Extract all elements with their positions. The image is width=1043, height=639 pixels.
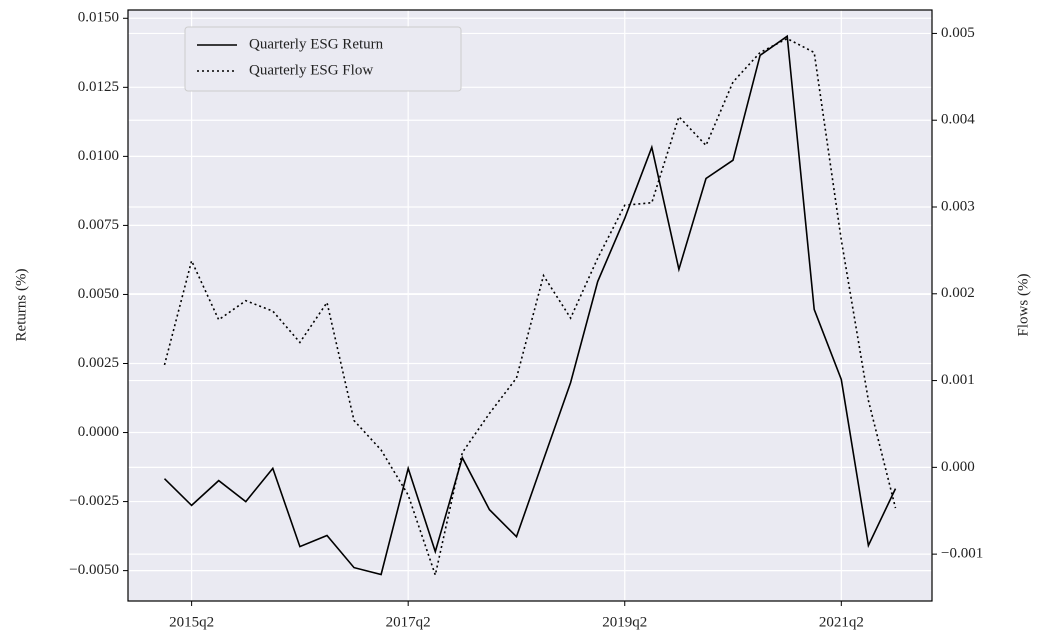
legend-label: Quarterly ESG Flow [249, 62, 373, 78]
y2-tick-label: 0.004 [941, 112, 975, 128]
series-line [163, 37, 897, 578]
x-tick-label: 2017q2 [386, 614, 431, 630]
y-tick-label: 0.0075 [78, 217, 119, 233]
y-tick-label: 0.0125 [78, 79, 119, 95]
y-tick-label: 0.0050 [78, 286, 119, 302]
legend-label: Quarterly ESG Return [249, 36, 384, 52]
plot-frame [127, 9, 933, 602]
y-tick-label: 0.0150 [78, 10, 119, 26]
x-tick-label: 2019q2 [602, 614, 647, 630]
y-tick-label: −0.0025 [69, 493, 119, 509]
y2-tick-label: −0.001 [941, 546, 983, 562]
y-tick-label: −0.0050 [69, 562, 119, 578]
y2-tick-label: 0.000 [941, 459, 975, 475]
plot-background [128, 10, 932, 601]
legend-box [184, 26, 462, 92]
y2-tick-label: 0.002 [941, 285, 975, 301]
y-axis-label: Returns (%) [13, 269, 29, 342]
x-tick-label: 2015q2 [169, 614, 214, 630]
y-tick-label: 0.0000 [78, 424, 119, 440]
y-tick-label: 0.0025 [78, 355, 119, 371]
series-line [163, 34, 897, 576]
y2-tick-label: 0.001 [941, 372, 975, 388]
y2-tick-label: 0.005 [941, 25, 975, 41]
y2-tick-label: 0.003 [941, 198, 975, 214]
y2-axis-label: Flows (%) [1015, 274, 1031, 337]
y-tick-label: 0.0100 [78, 148, 119, 164]
x-tick-label: 2021q2 [819, 614, 864, 630]
